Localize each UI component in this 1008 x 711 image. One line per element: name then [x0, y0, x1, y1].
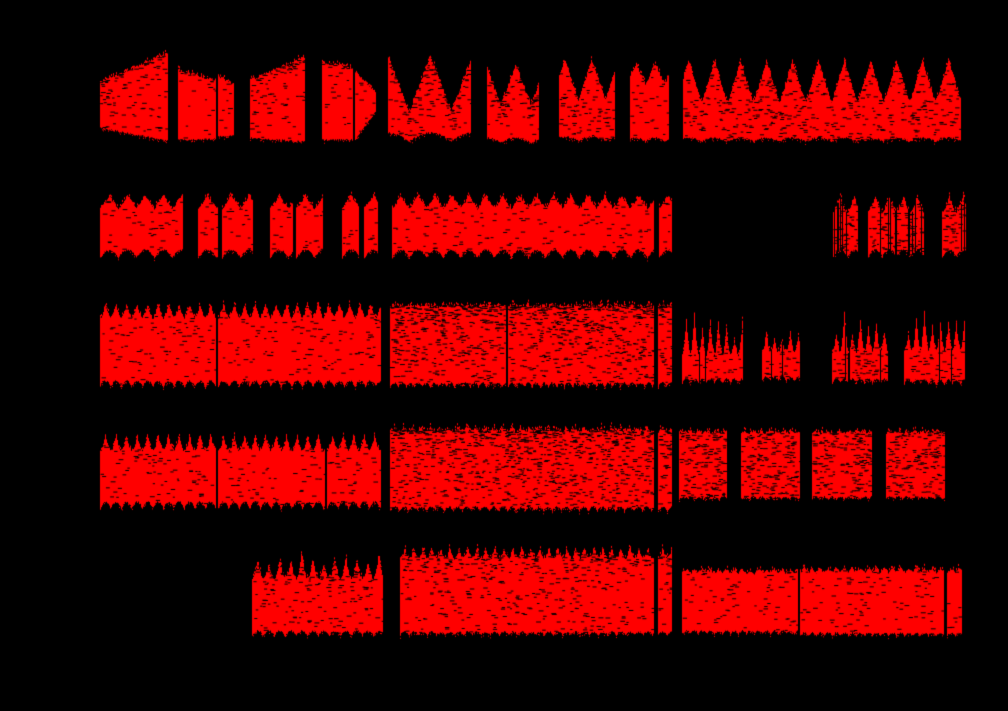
figure-root [0, 0, 1008, 711]
time-series-scatter-canvas [0, 0, 1008, 711]
